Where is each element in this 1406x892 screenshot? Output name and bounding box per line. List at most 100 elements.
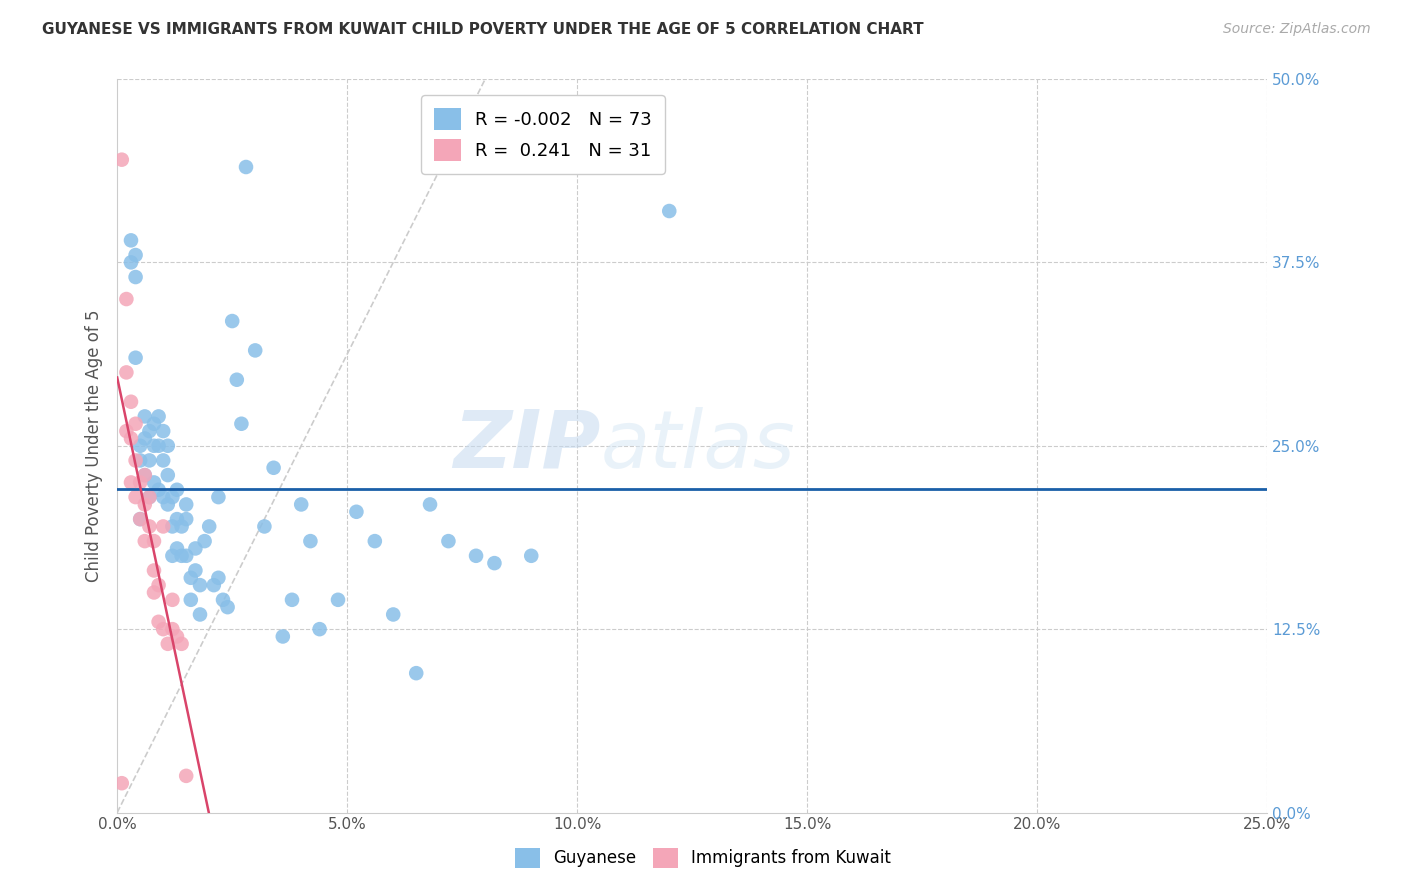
Point [156, 637, 179, 651]
Point [207, 490, 229, 504]
Point [152, 424, 174, 438]
Point [465, 549, 488, 563]
Point [156, 439, 179, 453]
Point [124, 417, 146, 431]
Point [326, 592, 349, 607]
Point [166, 512, 188, 526]
Point [134, 409, 156, 424]
Point [152, 453, 174, 467]
Point [120, 475, 142, 490]
Point [148, 439, 170, 453]
Point [156, 498, 179, 512]
Point [143, 585, 166, 599]
Point [124, 270, 146, 285]
Point [115, 365, 138, 379]
Legend: Guyanese, Immigrants from Kuwait: Guyanese, Immigrants from Kuwait [508, 841, 898, 875]
Point [134, 468, 156, 483]
Point [143, 475, 166, 490]
Point [174, 549, 197, 563]
Point [308, 622, 330, 636]
Point [184, 541, 207, 556]
Point [129, 512, 152, 526]
Point [162, 490, 184, 504]
Legend: R = -0.002   N = 73, R =  0.241   N = 31: R = -0.002 N = 73, R = 0.241 N = 31 [420, 95, 665, 174]
Point [225, 373, 247, 387]
Point [202, 578, 225, 592]
Text: ZIP: ZIP [453, 407, 600, 484]
Text: atlas: atlas [600, 407, 794, 484]
Point [152, 622, 174, 636]
Point [138, 490, 160, 504]
Point [170, 519, 193, 533]
Point [188, 607, 211, 622]
Point [184, 564, 207, 578]
Point [253, 519, 276, 533]
Point [124, 453, 146, 467]
Point [134, 468, 156, 483]
Point [180, 592, 202, 607]
Text: Source: ZipAtlas.com: Source: ZipAtlas.com [1223, 22, 1371, 37]
Point [166, 483, 188, 497]
Point [120, 394, 142, 409]
Point [166, 630, 188, 644]
Point [162, 592, 184, 607]
Point [344, 505, 367, 519]
Point [120, 233, 142, 247]
Point [405, 666, 427, 681]
Point [120, 255, 142, 269]
Point [221, 314, 243, 328]
Point [382, 607, 405, 622]
Point [138, 490, 160, 504]
Point [156, 468, 179, 483]
Point [207, 571, 229, 585]
Point [299, 534, 322, 549]
Point [111, 153, 134, 167]
Point [138, 424, 160, 438]
Point [152, 490, 174, 504]
Point [194, 534, 217, 549]
Point [143, 417, 166, 431]
Point [212, 592, 235, 607]
Point [364, 534, 387, 549]
Point [148, 615, 170, 629]
Point [115, 292, 138, 306]
Point [134, 534, 156, 549]
Point [138, 519, 160, 533]
Point [281, 592, 304, 607]
Point [129, 453, 152, 467]
Point [129, 512, 152, 526]
Point [115, 424, 138, 438]
Point [217, 600, 239, 615]
Point [148, 483, 170, 497]
Point [198, 519, 221, 533]
Point [143, 439, 166, 453]
Point [174, 498, 197, 512]
Point [162, 519, 184, 533]
Point [658, 204, 681, 219]
Point [271, 630, 294, 644]
Point [170, 637, 193, 651]
Point [129, 439, 152, 453]
Point [143, 564, 166, 578]
Point [120, 432, 142, 446]
Y-axis label: Child Poverty Under the Age of 5: Child Poverty Under the Age of 5 [86, 310, 103, 582]
Point [162, 549, 184, 563]
Point [174, 769, 197, 783]
Point [180, 571, 202, 585]
Point [152, 519, 174, 533]
Text: GUYANESE VS IMMIGRANTS FROM KUWAIT CHILD POVERTY UNDER THE AGE OF 5 CORRELATION : GUYANESE VS IMMIGRANTS FROM KUWAIT CHILD… [42, 22, 924, 37]
Point [129, 475, 152, 490]
Point [174, 512, 197, 526]
Point [245, 343, 267, 358]
Point [290, 498, 312, 512]
Point [231, 417, 253, 431]
Point [162, 622, 184, 636]
Point [188, 578, 211, 592]
Point [134, 498, 156, 512]
Point [484, 556, 506, 570]
Point [437, 534, 460, 549]
Point [148, 578, 170, 592]
Point [520, 549, 543, 563]
Point [134, 432, 156, 446]
Point [124, 248, 146, 262]
